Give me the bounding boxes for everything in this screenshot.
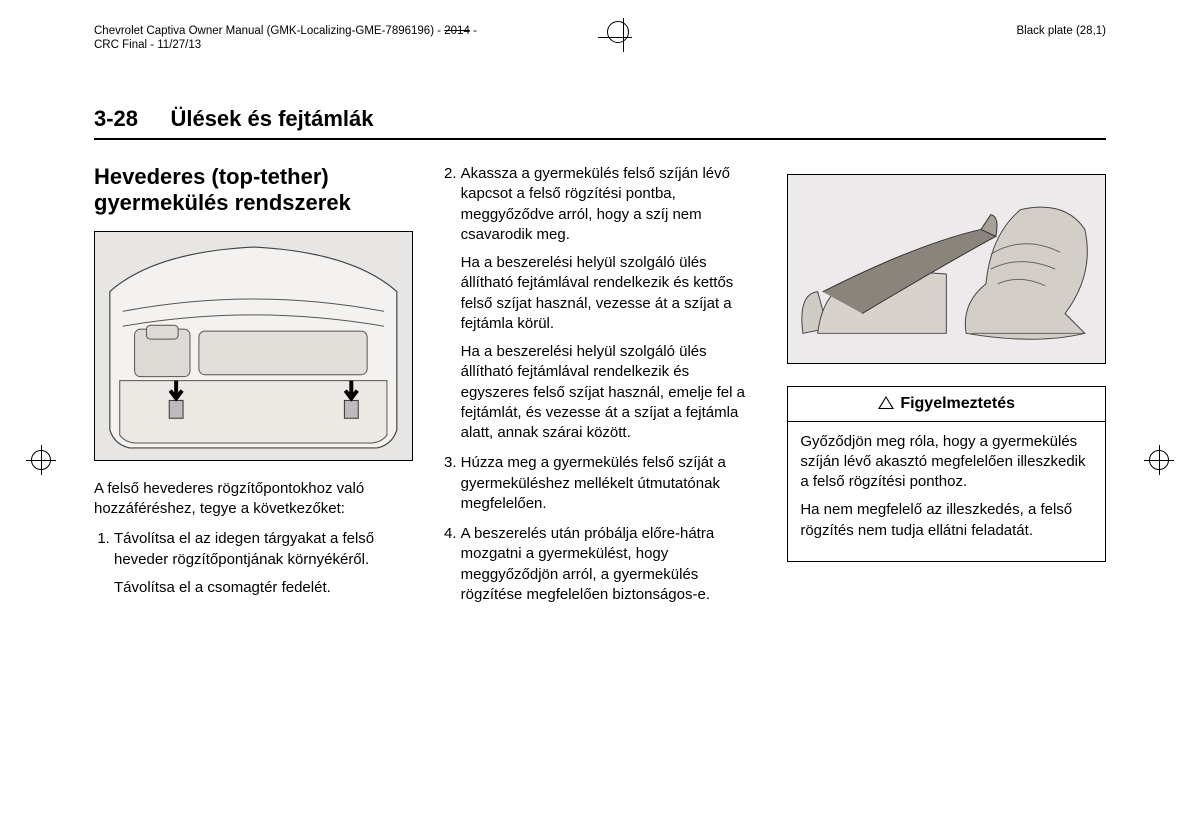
manual-dash: - bbox=[473, 25, 477, 37]
steps-list-col2: Akassza a gyermekülés felső szíján lévő … bbox=[461, 164, 760, 605]
warning-p2: Ha nem megfelelő az illeszkedés, a felső… bbox=[800, 500, 1093, 541]
warning-box-head: Figyelmeztetés bbox=[788, 387, 1105, 422]
content-columns: Hevederes (top-tether) gyermekülés rends… bbox=[94, 164, 1106, 615]
step-2: Akassza a gyermekülés felső szíján lévő … bbox=[461, 164, 760, 443]
warning-box-body: Győződjön meg róla, hogy a gyermekülés s… bbox=[788, 422, 1105, 561]
step-4: A beszerelés után próbálja előre-hátra m… bbox=[461, 524, 760, 605]
step-4-text: A beszerelés után próbálja előre-hátra m… bbox=[461, 525, 715, 603]
page-number: 3-28 bbox=[94, 106, 166, 132]
crop-header-left: Chevrolet Captiva Owner Manual (GMK-Loca… bbox=[94, 24, 477, 53]
registration-mark-left bbox=[26, 445, 56, 475]
manual-year-strike: 2014 bbox=[444, 25, 470, 37]
column-3: Figyelmeztetés Győződjön meg róla, hogy … bbox=[787, 164, 1106, 615]
warning-icon bbox=[878, 396, 894, 409]
step-2-text: Akassza a gyermekülés felső szíján lévő … bbox=[461, 165, 730, 243]
step-1-sub: Távolítsa el a csomagtér fedelét. bbox=[114, 578, 413, 598]
subsection-heading: Hevederes (top-tether) gyermekülés rends… bbox=[94, 164, 413, 217]
print-sheet: Chevrolet Captiva Owner Manual (GMK-Loca… bbox=[94, 24, 1106, 615]
step-2-sub-a: Ha a beszerelési helyül szolgáló ülés ál… bbox=[461, 253, 760, 334]
tether-seat-illustration bbox=[788, 175, 1105, 363]
step-2-sub-b: Ha a beszerelési helyül szolgáló ülés ál… bbox=[461, 342, 760, 443]
page-body: 3-28 Ülések és fejtámlák Hevederes (top-… bbox=[94, 104, 1106, 615]
column-1: Hevederes (top-tether) gyermekülés rends… bbox=[94, 164, 413, 615]
step-1: Távolítsa el az idegen tárgyakat a felső… bbox=[114, 529, 413, 598]
crop-mark-top bbox=[604, 24, 642, 62]
warning-p1: Győződjön meg róla, hogy a gyermekülés s… bbox=[800, 432, 1093, 493]
column-2: Akassza a gyermekülés felső szíján lévő … bbox=[441, 164, 760, 615]
step-3-text: Húzza meg a gyermekülés felső szíját a g… bbox=[461, 454, 726, 512]
manual-id-line2: CRC Final - 11/27/13 bbox=[94, 39, 201, 51]
warning-title: Figyelmeztetés bbox=[900, 395, 1015, 412]
warning-box: Figyelmeztetés Győződjön meg róla, hogy … bbox=[787, 386, 1106, 562]
figure-cargo-anchors bbox=[94, 231, 413, 461]
steps-list-col1: Távolítsa el az idegen tárgyakat a felső… bbox=[114, 529, 413, 598]
crop-header-right: Black plate (28,1) bbox=[1017, 24, 1107, 38]
intro-para: A felső hevederes rögzítőpontokhoz való … bbox=[94, 479, 413, 520]
registration-mark-right bbox=[1144, 445, 1174, 475]
crop-header: Chevrolet Captiva Owner Manual (GMK-Loca… bbox=[94, 24, 1106, 56]
step-3: Húzza meg a gyermekülés felső szíját a g… bbox=[461, 453, 760, 514]
section-title: Ülések és fejtámlák bbox=[170, 106, 373, 131]
manual-id-line1: Chevrolet Captiva Owner Manual (GMK-Loca… bbox=[94, 25, 441, 37]
running-head: 3-28 Ülések és fejtámlák bbox=[94, 104, 1106, 140]
figure-tether-seat bbox=[787, 174, 1106, 364]
step-1-text: Távolítsa el az idegen tárgyakat a felső… bbox=[114, 530, 374, 567]
cargo-anchor-illustration bbox=[95, 232, 412, 460]
